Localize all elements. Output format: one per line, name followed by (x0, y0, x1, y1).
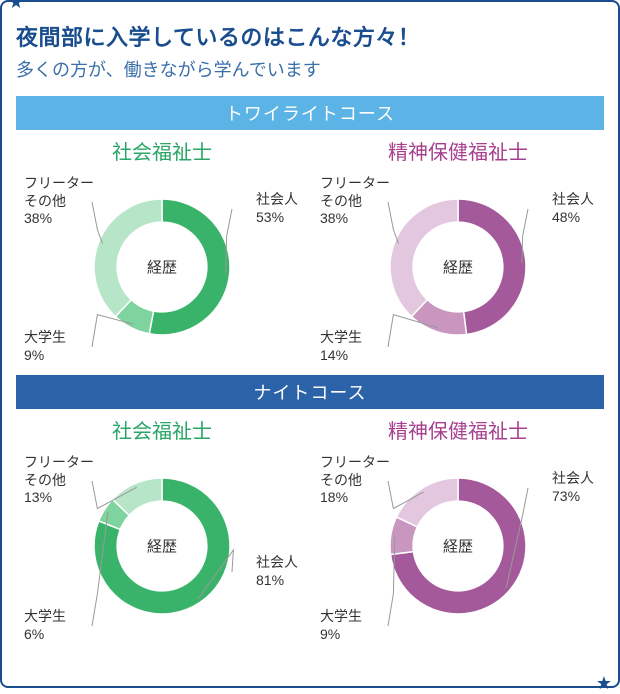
slice-label: フリーターその他18% (320, 454, 390, 507)
chart-title: 精神保健福祉士 (318, 415, 598, 444)
chart-title: 社会福祉士 (22, 136, 302, 165)
course-section: トワイライトコース社会福祉士経歴社会人53%大学生9%フリーターその他38%精神… (16, 96, 604, 367)
donut-center-label: 経歴 (443, 536, 473, 557)
slice-label: 社会人48% (552, 191, 594, 226)
slice-label: 社会人81% (256, 554, 298, 589)
charts-row: 社会福祉士経歴社会人81%大学生6%フリーターその他13%精神保健福祉士経歴社会… (16, 415, 604, 646)
slice-label: 社会人53% (256, 191, 298, 226)
chart-column: 社会福祉士経歴 社会人53% 大学生9% フリーターその他38% (22, 136, 302, 367)
section-bar: トワイライトコース (16, 96, 604, 130)
charts-row: 社会福祉士経歴社会人53%大学生9%フリーターその他38%精神保健福祉士経歴社会… (16, 136, 604, 367)
chart-column: 精神保健福祉士経歴 社会人73% 大学生9% フリーターその他18% (318, 415, 598, 646)
slice-label: 社会人73% (552, 470, 594, 505)
donut-chart: 経歴 社会人73% 大学生9% フリーターその他18% (318, 446, 598, 646)
course-section: ナイトコース社会福祉士経歴社会人81% 大学生6% フリーターその他13% 精神保健福… (16, 375, 604, 646)
slice-label: 大学生9% (24, 329, 66, 364)
slice-label: 大学生9% (320, 608, 362, 643)
page-subtitle: 多くの方が、働きながら学んでいます (16, 56, 604, 82)
page-title: 夜間部に入学しているのはこんな方々！ (16, 20, 604, 52)
slice-label: 大学生14% (320, 329, 362, 364)
chart-column: 社会福祉士経歴社会人81% 大学生6% フリーターその他13% (22, 415, 302, 646)
donut-center-label: 経歴 (443, 257, 473, 278)
slice-label: フリーターその他13% (24, 454, 94, 507)
slice-label: フリーターその他38% (320, 175, 390, 228)
chart-title: 精神保健福祉士 (318, 136, 598, 165)
donut-center-label: 経歴 (147, 257, 177, 278)
donut-chart: 経歴社会人81% 大学生6% フリーターその他13% (22, 446, 302, 646)
star-icon: ★ (596, 673, 612, 694)
donut-center-label: 経歴 (147, 536, 177, 557)
chart-column: 精神保健福祉士経歴 社会人48% 大学生14% フリーターその他38% (318, 136, 598, 367)
donut-slice (396, 478, 458, 527)
star-icon: ★ (8, 0, 24, 13)
section-bar: ナイトコース (16, 375, 604, 409)
chart-title: 社会福祉士 (22, 415, 302, 444)
donut-chart: 経歴 社会人53% 大学生9% フリーターその他38% (22, 167, 302, 367)
slice-label: フリーターその他38% (24, 175, 94, 228)
donut-chart: 経歴 社会人48% 大学生14% フリーターその他38% (318, 167, 598, 367)
slice-label: 大学生6% (24, 608, 66, 643)
